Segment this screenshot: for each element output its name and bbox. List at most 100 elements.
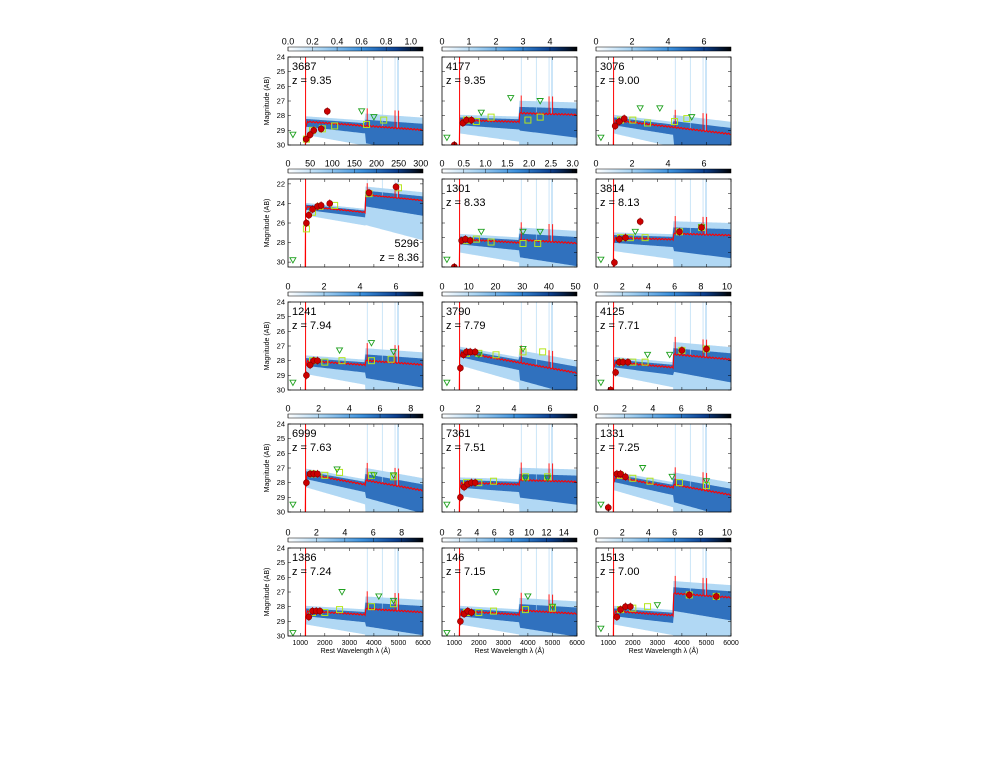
- colorbar-tick-label: 6: [393, 282, 398, 292]
- best-fit-spectrum: [458, 350, 577, 390]
- colorbar-tick-label: 10: [722, 282, 732, 292]
- upper-limit-marker: [370, 114, 378, 121]
- y-tick-label: 26: [277, 449, 285, 458]
- x-tick-label: 6000: [569, 640, 585, 647]
- detection-marker: [611, 122, 619, 130]
- redshift-label: z = 7.94: [292, 320, 331, 332]
- y-tick-label: 24: [277, 53, 285, 62]
- colorbar-tick-label: 0.5: [458, 159, 471, 169]
- plot-area: [596, 179, 731, 267]
- upper-limit-marker: [367, 340, 376, 347]
- redshift-label: z = 7.15: [446, 566, 485, 578]
- detection-marker: [617, 470, 624, 478]
- colorbar-tick-label: 30: [517, 282, 527, 292]
- synthetic-phot-marker: [521, 473, 529, 481]
- colorbar: [441, 46, 578, 52]
- synthetic-phot-marker: [671, 118, 679, 126]
- redshift-label: z = 7.24: [292, 566, 331, 578]
- colorbar: [287, 291, 424, 297]
- upper-limit-marker: [492, 589, 500, 596]
- y-tick-label: 26: [277, 573, 285, 582]
- y-tick-label: 24: [277, 298, 285, 307]
- detection-marker: [305, 613, 313, 621]
- detection-marker: [612, 369, 619, 376]
- colorbar: [595, 413, 732, 419]
- y-tick-label: 25: [277, 558, 285, 567]
- best-fit-spectrum: [304, 359, 423, 390]
- y-tick-label: 25: [277, 312, 285, 321]
- colorbar-tick-label: 3: [520, 37, 525, 47]
- detection-marker: [471, 348, 479, 356]
- model-band-dark: [459, 349, 577, 390]
- upper-limit-marker: [375, 593, 383, 601]
- best-fit-spectrum: [612, 353, 731, 390]
- upper-limit-marker: [370, 472, 378, 480]
- x-tick-label: 2000: [317, 640, 333, 647]
- colorbar-tick-label: 2: [629, 37, 634, 47]
- colorbar-tick-label: 1: [466, 37, 471, 47]
- colorbar-tick-label: 0: [285, 159, 290, 169]
- colorbar-tick-label: 6: [701, 159, 706, 169]
- synthetic-phot-marker: [536, 113, 544, 121]
- synthetic-phot-marker: [475, 609, 483, 617]
- synthetic-phot-marker: [519, 240, 527, 248]
- y-tick-label: 25: [277, 67, 285, 76]
- colorbar-tick-label: 4: [342, 528, 347, 538]
- upper-limit-marker: [289, 257, 297, 264]
- synthetic-phot-marker: [472, 235, 480, 243]
- synthetic-phot-marker: [539, 348, 547, 356]
- object-id-label: 5296: [395, 238, 419, 250]
- synthetic-phot-marker: [534, 240, 542, 248]
- colorbar-tick-label: 20: [490, 282, 500, 292]
- detection-marker: [303, 219, 310, 227]
- synthetic-phot-marker: [644, 119, 652, 127]
- y-tick-label: 30: [277, 632, 285, 641]
- upper-limit-marker: [656, 105, 664, 113]
- y-tick-label: 29: [277, 126, 285, 135]
- object-id-label: 6999: [292, 428, 316, 440]
- colorbar-tick-label: 2: [493, 37, 498, 47]
- y-tick-label: 26: [277, 219, 285, 228]
- detection-marker: [303, 479, 310, 486]
- best-fit-spectrum: [304, 472, 423, 512]
- synthetic-phot-marker: [336, 606, 344, 614]
- colorbar-tick-label: 0.0: [282, 37, 295, 47]
- plot-area: [442, 302, 577, 390]
- colorbar-tick-label: 4: [646, 282, 651, 292]
- detection-marker: [698, 224, 705, 231]
- upper-limit-marker: [643, 351, 652, 359]
- redshift-label: z = 7.25: [600, 442, 639, 454]
- detection-marker: [685, 591, 693, 599]
- synthetic-phot-marker: [646, 477, 654, 485]
- colorbar-tick-label: 0.6: [355, 37, 368, 47]
- synthetic-phot-marker: [487, 113, 495, 121]
- upper-limit-marker: [443, 501, 451, 509]
- colorbar-tick-label: 1.0: [479, 159, 492, 169]
- colorbar: [595, 537, 732, 543]
- y-axis-label: Magnitude (AB): [264, 322, 271, 371]
- synthetic-phot-marker: [521, 606, 529, 614]
- colorbar-tick-label: 2.0: [523, 159, 536, 169]
- upper-limit-marker: [665, 351, 674, 359]
- detection-marker: [306, 361, 314, 369]
- detection-marker: [303, 372, 310, 379]
- colorbar-tick-label: 4: [650, 404, 655, 414]
- colorbar-tick-label: 0: [593, 528, 598, 538]
- synthetic-phot-marker: [548, 604, 556, 612]
- upper-limit-marker: [389, 472, 398, 480]
- colorbar-tick-label: 0: [285, 528, 290, 538]
- object-id-label: 3687: [292, 61, 316, 73]
- sed-panel-4125: 0 2 4 6 8 10 4125 z = 7.71: [593, 282, 732, 391]
- synthetic-phot-marker: [387, 355, 395, 363]
- y-tick-label: 29: [277, 371, 285, 380]
- model-band-dark: [305, 118, 423, 145]
- colorbar: [595, 291, 732, 297]
- colorbar-tick-label: 8: [707, 404, 712, 414]
- upper-limit-marker: [521, 475, 530, 482]
- plot-area: [288, 302, 423, 390]
- synthetic-phot-marker: [490, 477, 498, 485]
- colorbar-tick-label: 10: [464, 282, 474, 292]
